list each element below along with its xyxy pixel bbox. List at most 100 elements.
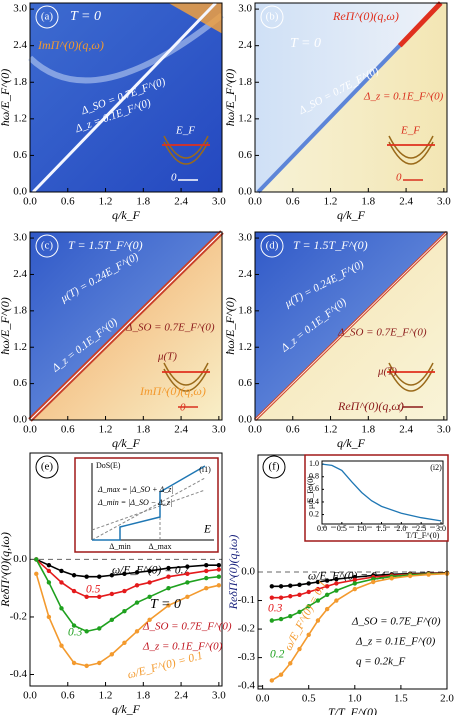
data-point [334,588,339,593]
annotation: E_F [400,125,420,137]
data-point [204,562,209,568]
data-point [278,584,284,589]
annotation: Δ_min = |Δ_SO − Δ_z| [97,498,172,507]
band-curve [388,362,434,386]
y-tick-label: 2.4 [13,39,27,51]
y-tick-label: 0.0 [238,186,252,198]
series-line [35,558,219,598]
series-label: 0.3 [68,627,83,639]
y-tick-label: 1.2 [13,112,27,124]
data-point [134,570,140,575]
series-label: ω/E_F^(0) = 0.4 [308,571,386,583]
data-point [278,616,284,622]
data-point [204,568,209,574]
data-point [71,573,77,578]
heatmap-hot [397,1,443,48]
series-line [35,559,219,633]
series-label: ω/E_F^(0) = 0.1 [126,650,204,682]
panel: 0.0 0.6 1.2 1.8 2.4 3.0 0.0 0.6 1.2 1.8 2.4 3.0 q/k_… [223,230,451,450]
panel: 0.0 0.6 1.2 1.8 2.4 3.0 0.0 -0.2 -0.4 ω/E_F^(0) =… [0,452,232,715]
label-ring [260,5,284,29]
y-axis-label: μ/E_F^(0) [306,476,315,509]
series-line [271,572,448,682]
heatmap-edge [29,231,223,421]
y-tick-label: 1.2 [238,112,252,124]
panel: 0.0 0.5 1.0 1.5 2.0 0.0 -0.1 -0.2 -0.3 -0.4 ω/E_F^… [226,454,454,715]
data-point [185,571,190,577]
data-point [46,568,52,574]
data-point [269,584,275,589]
x-tick-label: 1.2 [324,196,338,208]
data-point [315,618,321,623]
x-tick-label: 1.2 [99,690,113,702]
plot-frame [29,231,223,421]
data-point [109,591,115,597]
data-point [166,603,171,608]
data-point [269,678,275,683]
annotation: Δ_max = |Δ_SO + Δ_z| [97,485,174,494]
y-tick-label: -0.1 [238,594,255,606]
x-tick-label: 2.4 [174,690,188,702]
plot-frame [254,231,448,421]
y-tick-label: 0.6 [13,149,27,161]
annotation: T = 1.5T_F^(0) [68,238,143,252]
panel: 0.0 0.5 1.0 1.5 2.0 2.5 3.0 0.2 0.4 0.6 0.8 1.0 T/T_… [304,454,449,542]
annotation: T = 0 [150,597,181,612]
plot-frame [321,460,444,525]
x-tick-label: 0.6 [286,424,300,436]
data-point [71,623,77,628]
data-point [185,594,190,600]
band-curve [163,141,209,165]
heatmap-band [27,12,224,84]
x-tick-label: 0.6 [61,196,75,208]
data-point [216,574,222,579]
data-point [352,586,358,592]
y-tick-label: 1.8 [238,304,252,316]
y-axis-label: ħω/E_F^(0) [0,69,12,127]
data-point [306,632,311,637]
x-tick-label: 0.5 [302,693,316,705]
series-label: ω/E_F^(0) = 0.7 [112,565,191,577]
heatmap-edge [32,1,217,194]
guide [91,477,206,541]
panel-label: (d) [266,240,279,252]
y-tick-label: 0.6 [238,377,252,389]
panel-label: (f) [269,461,280,473]
panel-label: (c) [41,240,54,252]
annotation: E_F [175,125,195,137]
data-point [59,568,64,574]
annotation: ImΠ^(0)(q,ω) [37,38,104,52]
inset-xlabel: E [203,524,211,536]
x-tick-label: 3.0 [212,196,226,208]
data-point [97,660,102,666]
y-tick-label: 0.0 [13,414,27,426]
inset-label: (i1) [199,465,211,474]
series-line [35,573,220,667]
data-point [166,585,171,591]
data-point [334,576,339,582]
y-tick-label: 3.0 [13,3,27,15]
y-tick-label: 0.0 [13,553,27,565]
y-tick-label: -0.4 [10,668,28,680]
x-tick-label: 3.0 [212,690,226,702]
x-tick-label: 0.0 [256,693,270,705]
data-point [134,629,140,634]
annotation: 0 [398,402,404,414]
data-point [216,583,222,588]
annotation: Δ_SO = 0.7E_F^(0) [351,616,441,628]
x-axis-label: q/k_F [112,208,141,222]
y-tick-label: 0.6 [309,484,319,493]
data-point [324,592,330,598]
series-line [35,558,219,578]
data-point [297,609,302,615]
x-tick-label: 1.8 [136,196,150,208]
data-point [147,580,152,585]
panel-label: (a) [41,11,54,23]
data-point [269,618,275,623]
data-point [315,579,321,585]
x-tick-label: 0.0 [23,196,37,208]
x-axis-label: q/k_F [112,436,141,450]
data-point [134,583,140,588]
y-tick-label: 0.8 [309,472,319,481]
data-point [122,609,127,614]
